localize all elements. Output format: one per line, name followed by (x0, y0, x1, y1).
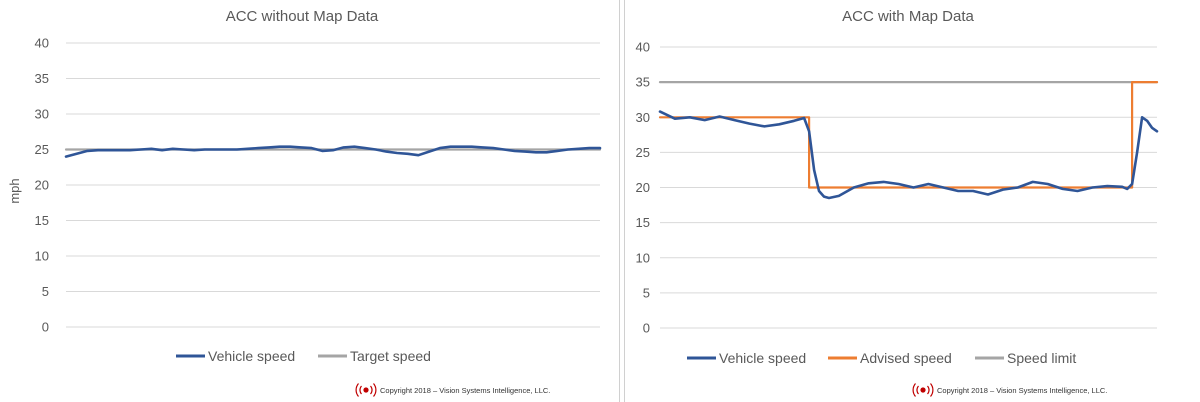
y-axis-label: mph (7, 178, 22, 203)
legend: Vehicle speed Target speed (176, 348, 431, 364)
y-tick-label: 25 (636, 145, 650, 160)
y-tick-label: 10 (35, 249, 49, 264)
y-tick-label: 0 (643, 321, 650, 336)
y-tick-label: 10 (636, 250, 650, 265)
panel-divider (619, 0, 625, 402)
y-tick-labels: 40 35 30 25 20 15 10 5 0 (636, 40, 650, 336)
y-tick-labels: 40 35 30 25 20 15 10 5 0 (35, 36, 49, 335)
y-tick-label: 40 (35, 36, 49, 51)
chart-right-svg: ACC with Map Data 40 35 30 25 20 15 10 5 0 Vehic… (636, 8, 1159, 397)
y-tick-label: 5 (643, 285, 650, 300)
y-tick-label: 25 (35, 142, 49, 157)
gridlines (66, 42, 600, 328)
y-tick-label: 5 (42, 284, 49, 299)
legend-label-advised-speed: Advised speed (860, 350, 952, 366)
y-tick-label: 40 (636, 40, 650, 55)
y-tick-label: 35 (636, 75, 650, 90)
chart-title: ACC with Map Data (842, 8, 974, 25)
radio-signal-icon (355, 383, 377, 397)
y-tick-label: 15 (35, 213, 49, 228)
legend-label-vehicle-speed: Vehicle speed (208, 348, 295, 364)
legend: Vehicle speed Advised speed Speed limit (687, 350, 1076, 366)
copyright-text: Copyright 2018 – Vision Systems Intellig… (380, 386, 550, 395)
y-tick-label: 20 (636, 180, 650, 195)
copyright: Copyright 2018 – Vision Systems Intellig… (912, 383, 1107, 397)
y-tick-label: 30 (35, 107, 49, 122)
y-tick-label: 0 (42, 320, 49, 335)
legend-label-target-speed: Target speed (350, 348, 431, 364)
copyright: Copyright 2018 – Vision Systems Intellig… (355, 383, 550, 397)
series-lines (658, 81, 1159, 200)
series-line-advised-speed (658, 81, 1159, 189)
y-tick-label: 35 (35, 71, 49, 86)
series-lines (64, 145, 602, 158)
chart-panel-right: ACC with Map Data 40 35 30 25 20 15 10 5 0 Vehic… (625, 0, 1200, 402)
copyright-text: Copyright 2018 – Vision Systems Intellig… (937, 386, 1107, 395)
chart-title: ACC without Map Data (226, 8, 379, 25)
series-line-vehicle-speed (64, 145, 602, 158)
legend-label-vehicle-speed: Vehicle speed (719, 350, 806, 366)
y-tick-label: 30 (636, 110, 650, 125)
radio-signal-icon (912, 383, 934, 397)
y-tick-label: 15 (636, 215, 650, 230)
y-tick-label: 20 (35, 178, 49, 193)
chart-left-svg: ACC without Map Data mph 40 35 30 25 20 15 10 5… (7, 8, 602, 397)
legend-label-speed-limit: Speed limit (1007, 350, 1076, 366)
series-line-vehicle-speed (658, 110, 1159, 200)
chart-panel-left: ACC without Map Data mph 40 35 30 25 20 15 10 5… (7, 8, 602, 397)
